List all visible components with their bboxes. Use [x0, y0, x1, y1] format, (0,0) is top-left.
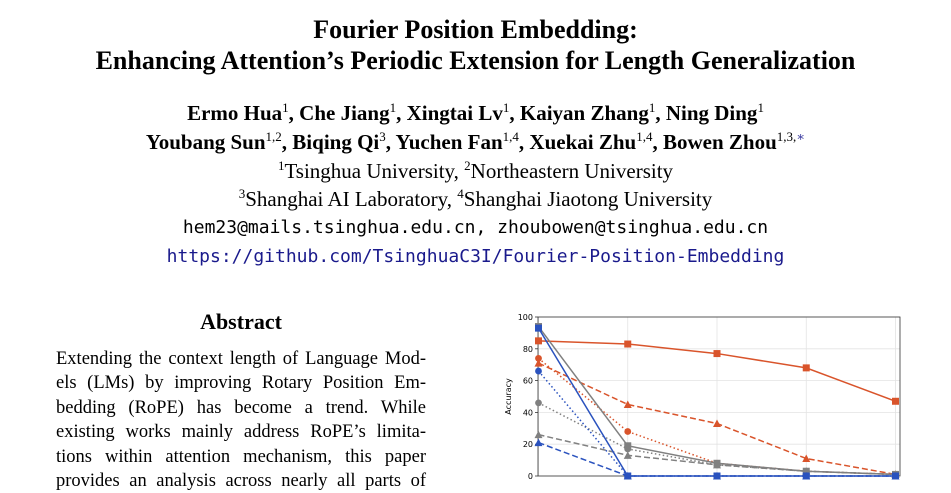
abstract-line: provides an analysis across nearly all p… [56, 471, 426, 492]
y-tick-label: 60 [523, 377, 533, 386]
abstract-line: els (LMs) by improving Rotary Position E… [56, 373, 426, 394]
data-point [534, 430, 543, 439]
data-point [534, 359, 543, 367]
data-point [802, 364, 810, 372]
author-affiliation-sup: 1,2 [265, 129, 282, 144]
author-affiliation-sup: 1,4 [636, 129, 653, 144]
affiliation-sup: 2 [464, 158, 471, 173]
author-affiliation-sup: 1 [502, 100, 510, 115]
author-name: Biqing Qi [292, 130, 380, 154]
author-affiliation-sup: 3 [379, 129, 386, 144]
y-tick-label: 20 [523, 440, 533, 449]
author-name: Youbang Sun [145, 130, 266, 154]
affiliation-line-1: 1Tsinghua University, 2Northeastern Univ… [0, 157, 951, 185]
author-name: Ermo Hua [187, 101, 283, 125]
github-link[interactable]: https://github.com/TsinghuaC3I/Fourier-P… [166, 246, 785, 267]
data-point [802, 454, 811, 463]
accuracy-chart: 0 20 40 60 80 100 Accuracy [504, 313, 901, 481]
affiliation-text: Shanghai Jiaotong University [463, 187, 713, 211]
data-point [624, 428, 632, 435]
affiliation-text: Tsinghua University, [284, 159, 465, 183]
abstract-heading: Abstract [200, 309, 282, 334]
data-point [713, 472, 721, 480]
author-line-1: Ermo Hua1, Che Jiang1, Xingtai Lv1, Kaiy… [187, 100, 764, 125]
y-tick-label: 40 [523, 408, 533, 417]
author-line-2: Youbang Sun1,2, Biqing Qi3, Yuchen Fan1,… [145, 129, 806, 154]
abstract-line: tions within attention mechanism, this p… [56, 446, 426, 467]
affiliation-line-2: 3Shanghai AI Laboratory, 4Shanghai Jiaot… [0, 185, 951, 213]
author-affiliation-sup: 1 [282, 100, 289, 115]
data-point [534, 438, 543, 447]
title-line-2: Enhancing Attention’s Periodic Extension… [95, 46, 856, 75]
data-point [623, 451, 632, 459]
author-name: Xingtai Lv [406, 101, 503, 125]
data-point [802, 472, 810, 480]
author-name: Ning Ding [665, 101, 758, 125]
y-tick-label: 0 [528, 472, 533, 481]
data-point [535, 324, 542, 332]
data-point [535, 399, 542, 407]
abstract-line: existing works mainly address RoPE’s lim… [56, 422, 426, 443]
data-point [535, 337, 542, 345]
author-affiliation-sup: 1 [389, 100, 397, 115]
author-affiliation-sup: 1,4 [502, 129, 519, 144]
data-point [713, 461, 721, 469]
affiliation-text: Northeastern University [470, 159, 674, 183]
data-point [713, 350, 721, 358]
paper-title: Fourier Position Embedding: Enhancing At… [0, 14, 951, 76]
abstract-line: bedding (RoPE) has become a trend. While [56, 397, 426, 418]
author-name: Yuchen Fan [395, 130, 503, 154]
author-name: Xuekai Zhu [529, 130, 637, 154]
data-point [624, 472, 632, 480]
data-point [624, 445, 632, 453]
y-tick-label: 80 [523, 345, 533, 354]
y-tick-label: 100 [518, 313, 533, 322]
author-name: Che Jiang [299, 101, 390, 125]
affiliation-sup: 4 [457, 186, 464, 201]
data-point [623, 400, 632, 408]
affiliation-sup: 3 [238, 186, 246, 201]
affiliation-text: Shanghai AI Laboratory, [245, 187, 458, 211]
author-name: Kaiyan Zhang [519, 101, 649, 125]
author-name: Bowen Zhou [662, 130, 777, 154]
data-point [713, 419, 721, 428]
email-line: hem23@mails.tsinghua.edu.cn, zhoubowen@t… [182, 217, 769, 238]
affiliation-sup: 1 [277, 158, 285, 173]
data-point [892, 472, 899, 480]
data-point [892, 397, 899, 405]
abstract-body: Extending the context length of Language… [56, 347, 426, 493]
corresponding-author-mark: ∗ [796, 129, 806, 144]
author-affiliation-sup: 1,3, [776, 129, 797, 144]
author-affiliation-sup: 1 [648, 100, 656, 115]
abstract-line: Extending the context length of Language… [56, 349, 426, 369]
data-point [535, 367, 542, 375]
y-axis-label: Accuracy [504, 378, 513, 415]
data-point [624, 340, 632, 348]
author-block: Ermo Hua1, Che Jiang1, Xingtai Lv1, Kaiy… [0, 99, 951, 271]
title-line-1: Fourier Position Embedding: [313, 15, 638, 44]
data-point [535, 354, 542, 362]
author-affiliation-sup: 1 [757, 100, 764, 115]
plot-frame [537, 316, 901, 477]
